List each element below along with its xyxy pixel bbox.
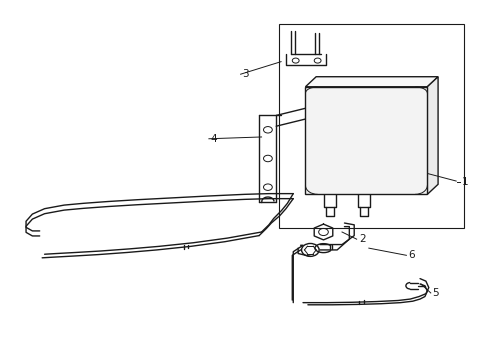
Text: 6: 6 xyxy=(407,250,414,260)
Bar xyxy=(305,87,427,194)
Text: 5: 5 xyxy=(431,288,438,298)
Bar xyxy=(278,24,463,228)
Polygon shape xyxy=(305,77,437,87)
Text: 4: 4 xyxy=(210,134,217,144)
Text: 3: 3 xyxy=(242,69,248,79)
Text: 1: 1 xyxy=(461,177,467,187)
Text: 2: 2 xyxy=(358,234,365,244)
Polygon shape xyxy=(427,77,437,194)
